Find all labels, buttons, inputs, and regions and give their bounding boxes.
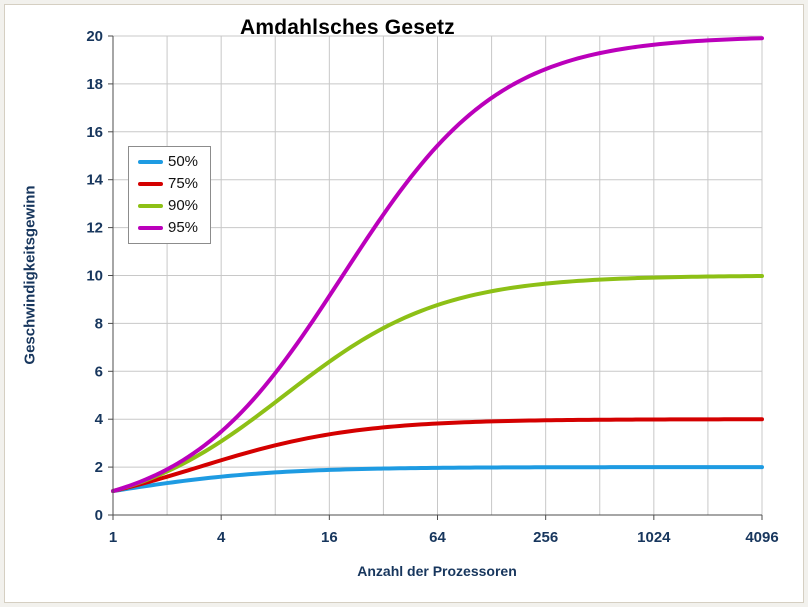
legend-item-95: 95% (138, 219, 198, 237)
y-tick-label: 6 (95, 363, 103, 380)
legend-label-50: 50% (168, 153, 199, 170)
y-tick-label: 12 (86, 220, 103, 237)
y-tick-label: 18 (86, 76, 103, 93)
legend-line-swatch-75 (138, 182, 163, 186)
legend-item-50: 50% (138, 153, 198, 171)
y-tick-label: 4 (95, 411, 104, 428)
x-tick-label: 1024 (637, 529, 671, 546)
x-tick-label: 256 (533, 529, 558, 546)
legend-label-90: 90% (168, 197, 199, 214)
legend-line-swatch-95 (138, 226, 163, 230)
x-tick-label: 64 (429, 529, 446, 546)
chart-title: Amdahlsches Gesetz (240, 16, 455, 39)
y-tick-label: 0 (95, 507, 103, 524)
legend-line-swatch-90 (138, 204, 163, 208)
x-axis-title: Anzahl der Prozessoren (357, 563, 517, 579)
legend-line-swatch-50 (138, 160, 163, 164)
legend-item-75: 75% (138, 175, 198, 193)
legend: 50% 75% 90% 95% (128, 146, 212, 244)
legend-item-90: 90% (138, 197, 198, 215)
x-tick-label: 4096 (745, 529, 778, 546)
y-tick-label: 14 (86, 172, 103, 189)
y-tick-label: 16 (86, 124, 103, 141)
y-tick-label: 2 (95, 459, 103, 476)
legend-label-75: 75% (168, 175, 199, 192)
x-tick-label: 4 (217, 529, 226, 546)
x-tick-label: 1 (109, 529, 117, 546)
y-tick-label: 20 (86, 28, 103, 45)
legend-label-95: 95% (168, 219, 199, 236)
chart-canvas: 1 4 16 64 256 1024 4096 0 2 4 6 8 10 12 14 16 18 20 Amdah… (4, 4, 804, 603)
y-tick-label: 10 (86, 268, 103, 285)
y-axis-title: Geschwindigkeitsgewinn (21, 185, 39, 365)
y-tick-label: 8 (95, 315, 103, 332)
x-tick-label: 16 (321, 529, 338, 546)
